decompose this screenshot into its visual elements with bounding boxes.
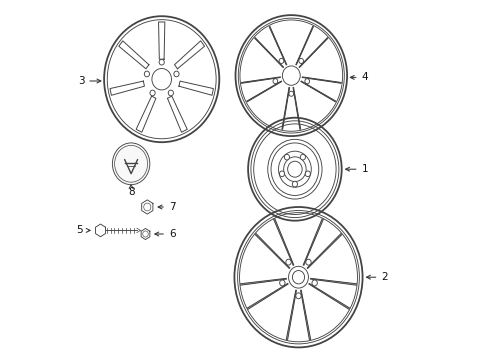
Text: 3: 3 xyxy=(78,76,101,86)
Ellipse shape xyxy=(159,59,164,65)
Ellipse shape xyxy=(282,66,300,85)
Ellipse shape xyxy=(288,91,293,96)
Ellipse shape xyxy=(272,79,277,84)
Ellipse shape xyxy=(305,259,310,265)
Ellipse shape xyxy=(150,90,155,96)
Ellipse shape xyxy=(285,259,291,265)
Text: 8: 8 xyxy=(127,184,134,197)
Ellipse shape xyxy=(311,280,317,286)
Ellipse shape xyxy=(112,143,149,185)
Ellipse shape xyxy=(283,157,305,181)
Ellipse shape xyxy=(279,171,284,177)
Ellipse shape xyxy=(279,280,285,286)
Text: 2: 2 xyxy=(366,272,387,282)
Ellipse shape xyxy=(305,171,310,177)
Ellipse shape xyxy=(300,154,305,160)
Text: 7: 7 xyxy=(158,202,175,212)
Ellipse shape xyxy=(168,90,173,96)
Text: 6: 6 xyxy=(155,229,175,239)
Ellipse shape xyxy=(152,68,171,90)
Ellipse shape xyxy=(284,154,289,160)
Ellipse shape xyxy=(279,58,283,63)
Ellipse shape xyxy=(292,181,297,187)
Ellipse shape xyxy=(288,266,308,288)
Ellipse shape xyxy=(287,161,302,177)
Text: 5: 5 xyxy=(77,225,90,235)
Text: 1: 1 xyxy=(345,164,367,174)
Ellipse shape xyxy=(144,71,149,77)
Ellipse shape xyxy=(292,270,304,284)
Ellipse shape xyxy=(298,58,303,63)
Text: 4: 4 xyxy=(349,72,367,82)
Ellipse shape xyxy=(304,79,309,84)
Ellipse shape xyxy=(295,293,301,299)
Ellipse shape xyxy=(174,71,179,77)
